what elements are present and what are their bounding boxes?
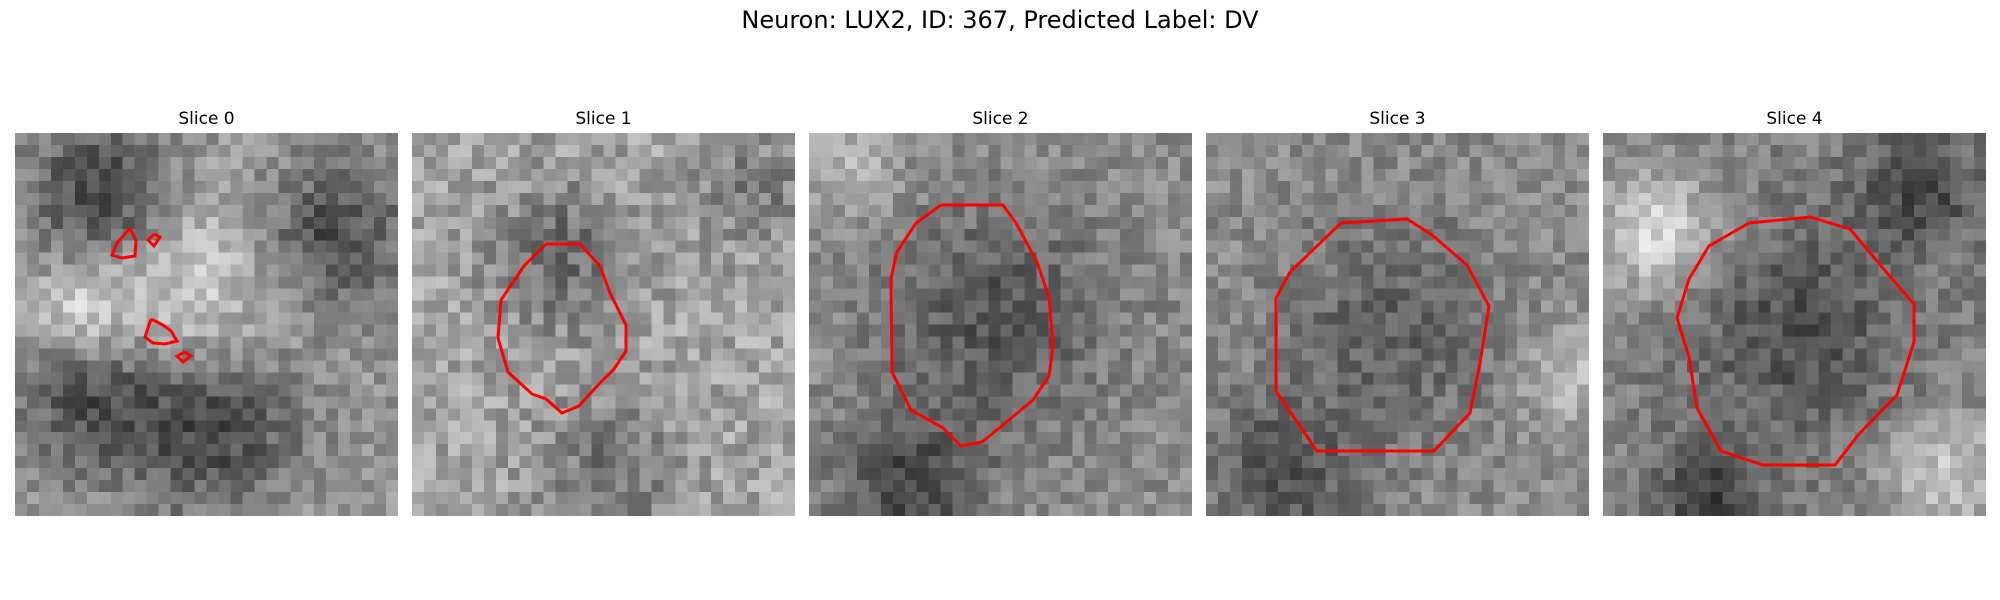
contour-0a — [109, 227, 138, 260]
contour-1 — [496, 242, 628, 415]
contour-0d — [174, 350, 194, 364]
slice-panel-4 — [1603, 133, 1986, 516]
contour-overlay-4 — [1675, 215, 1916, 467]
panel-title-2: Slice 2 — [972, 109, 1029, 129]
contour-overlay-1 — [496, 242, 628, 415]
contour-3 — [1274, 217, 1491, 453]
slice-panel-0 — [15, 133, 398, 516]
slice-image-4 — [1603, 133, 1986, 516]
panel-title-4: Slice 4 — [1766, 109, 1823, 129]
panel-title-3: Slice 3 — [1369, 109, 1426, 129]
contour-4 — [1675, 215, 1916, 467]
contour-0c — [143, 317, 180, 346]
contour-overlay-2 — [889, 203, 1055, 448]
slice-image-0 — [15, 133, 398, 516]
slice-panel-3 — [1206, 133, 1589, 516]
slice-panel-2 — [809, 133, 1192, 516]
slice-image-1 — [412, 133, 795, 516]
contour-overlay-3 — [1274, 217, 1491, 453]
contour-overlay-0 — [109, 227, 194, 364]
slice-panel-1 — [412, 133, 795, 516]
panel-title-0: Slice 0 — [178, 109, 235, 129]
contour-0b — [145, 232, 163, 249]
figure-title: Neuron: LUX2, ID: 367, Predicted Label: … — [741, 6, 1259, 34]
slice-image-2 — [809, 133, 1192, 516]
panel-title-1: Slice 1 — [575, 109, 632, 129]
contour-2 — [889, 203, 1055, 448]
